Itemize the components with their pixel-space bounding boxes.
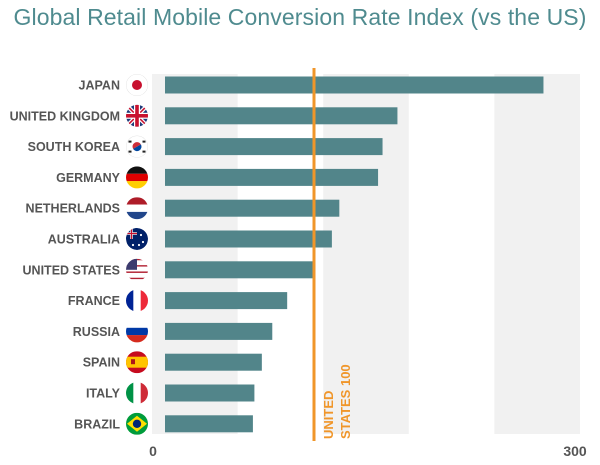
category-label: AUSTRALIA <box>48 233 120 247</box>
bar-australia <box>165 230 332 248</box>
category-label: JAPAN <box>79 79 120 93</box>
germany-flag-icon <box>126 166 148 189</box>
category-label: ITALY <box>86 387 121 401</box>
bar-spain <box>165 353 262 371</box>
category-label: UNITED STATES <box>23 263 120 277</box>
bar-italy <box>165 384 255 402</box>
bar-russia <box>165 322 273 340</box>
bar-brazil <box>165 415 253 433</box>
grid-band <box>152 74 238 434</box>
grid-band <box>323 74 409 434</box>
category-label: SPAIN <box>83 356 120 370</box>
category-label: UNITED KINGDOM <box>10 109 120 123</box>
australia-flag-icon <box>126 228 148 250</box>
bar-netherlands <box>165 199 340 217</box>
x-tick-label-max: 300 <box>563 443 587 459</box>
italy-flag-icon <box>126 382 148 404</box>
category-label: RUSSIA <box>73 325 120 339</box>
reference-line-group: UNITED STATES 100 <box>312 68 353 441</box>
bar-united-kingdom <box>165 107 398 125</box>
category-labels: JAPAN UNITED KINGDOM SOUTH KOREA GERMANY NET… <box>10 79 121 432</box>
category-label: NETHERLANDS <box>26 202 120 216</box>
bar-south-korea <box>165 138 383 156</box>
flag-icons <box>126 74 148 435</box>
south-korea-flag-icon <box>126 135 148 158</box>
category-label: GERMANY <box>56 171 121 185</box>
category-label: FRANCE <box>68 294 120 308</box>
russia-flag-icon <box>126 320 148 343</box>
reference-label-line2: STATES 100 <box>338 364 353 439</box>
france-flag-icon <box>126 289 148 312</box>
x-tick-label-min: 0 <box>149 443 157 459</box>
category-label: BRAZIL <box>74 417 120 431</box>
bar-france <box>165 292 288 310</box>
netherlands-flag-icon <box>126 197 148 220</box>
chart-title: Global Retail Mobile Conversion Rate Ind… <box>13 4 587 30</box>
bar-japan <box>165 76 544 94</box>
bar-germany <box>165 168 379 186</box>
grid-band <box>494 74 580 434</box>
brazil-flag-icon <box>126 412 148 435</box>
spain-flag-icon <box>126 351 148 374</box>
uk-flag-icon <box>126 104 148 127</box>
bar-united-states <box>165 261 314 279</box>
background-bands <box>152 74 580 434</box>
usa-flag-icon <box>126 258 148 281</box>
reference-label-line1: UNITED <box>321 391 336 439</box>
bars <box>165 76 544 433</box>
japan-flag-icon <box>126 74 148 96</box>
category-label: SOUTH KOREA <box>28 140 120 154</box>
